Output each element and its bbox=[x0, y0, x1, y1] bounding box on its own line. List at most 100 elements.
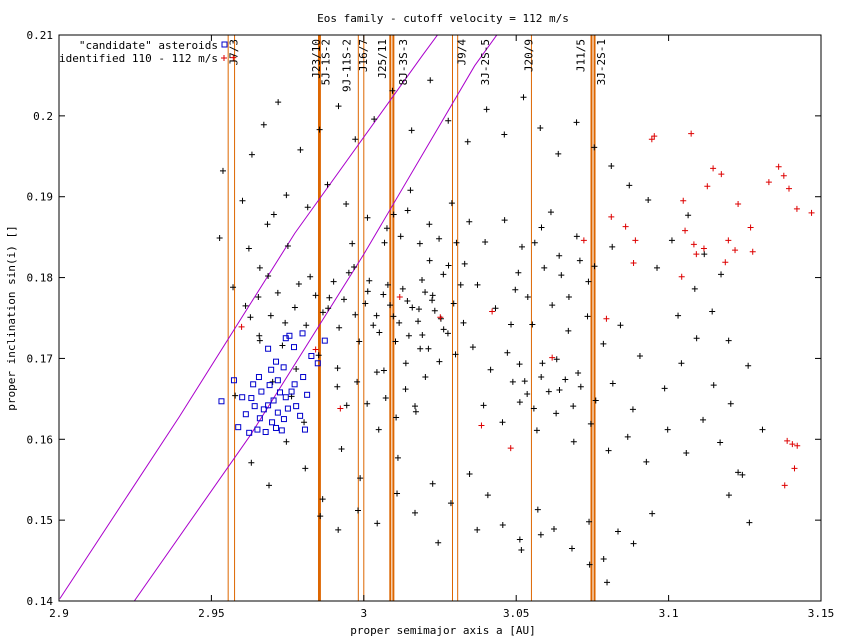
family-point bbox=[295, 281, 302, 288]
candidate-point bbox=[304, 391, 311, 398]
family-point bbox=[556, 386, 563, 393]
family-point bbox=[440, 271, 447, 278]
family-point bbox=[340, 296, 347, 303]
family-point bbox=[600, 340, 607, 347]
family-point bbox=[232, 392, 239, 399]
family-point bbox=[549, 302, 556, 309]
family-point bbox=[710, 382, 717, 389]
family-point bbox=[265, 272, 272, 279]
legend-marker-candidate bbox=[221, 41, 228, 48]
family-point bbox=[630, 540, 637, 547]
family-point bbox=[264, 221, 271, 228]
family-point bbox=[534, 506, 541, 513]
family-point bbox=[429, 292, 436, 299]
family-point bbox=[239, 197, 246, 204]
family-point bbox=[325, 305, 332, 312]
identified-point bbox=[622, 223, 629, 230]
family-point bbox=[336, 324, 343, 331]
family-point bbox=[577, 383, 584, 390]
family-point bbox=[448, 200, 455, 207]
family-point bbox=[555, 150, 562, 157]
family-point bbox=[482, 238, 489, 245]
family-point bbox=[343, 200, 350, 207]
family-point bbox=[538, 224, 545, 231]
family-point bbox=[518, 243, 525, 250]
family-point bbox=[558, 272, 565, 279]
family-point bbox=[450, 300, 457, 307]
identified-point bbox=[688, 130, 695, 137]
family-point bbox=[426, 257, 433, 264]
candidate-point bbox=[265, 402, 272, 409]
family-point bbox=[426, 221, 433, 228]
family-point bbox=[609, 243, 616, 250]
family-point bbox=[352, 311, 359, 318]
family-point bbox=[354, 378, 361, 385]
family-point bbox=[584, 313, 591, 320]
family-point bbox=[636, 353, 643, 360]
identified-point bbox=[608, 213, 615, 220]
family-point bbox=[394, 490, 401, 497]
family-point bbox=[576, 257, 583, 264]
family-point bbox=[654, 264, 661, 271]
identified-point bbox=[396, 293, 403, 300]
family-point bbox=[427, 77, 434, 84]
family-point bbox=[591, 263, 598, 270]
candidate-point bbox=[280, 416, 287, 423]
resonance-label: J23/10 bbox=[310, 39, 323, 79]
family-point bbox=[483, 106, 490, 113]
family-point bbox=[352, 136, 359, 143]
family-point bbox=[570, 438, 577, 445]
family-point bbox=[592, 397, 599, 404]
identified-point bbox=[648, 136, 655, 143]
candidate-point bbox=[314, 360, 321, 367]
family-point bbox=[415, 306, 422, 313]
family-point bbox=[402, 386, 409, 393]
family-point bbox=[389, 87, 396, 94]
family-point bbox=[524, 293, 531, 300]
family-point bbox=[399, 285, 406, 292]
identified-point bbox=[693, 251, 700, 258]
family-point bbox=[745, 362, 752, 369]
candidate-point bbox=[280, 364, 287, 371]
family-point bbox=[422, 289, 429, 296]
family-point bbox=[307, 273, 314, 280]
family-point bbox=[312, 292, 319, 299]
y-tick-label: 0.14 bbox=[27, 595, 54, 608]
family-point bbox=[565, 293, 572, 300]
family-point bbox=[260, 121, 267, 128]
family-point bbox=[474, 281, 481, 288]
family-point bbox=[334, 365, 341, 372]
family-point bbox=[575, 369, 582, 376]
boundary-curve bbox=[133, 35, 498, 601]
family-point bbox=[492, 305, 499, 312]
family-point bbox=[256, 337, 263, 344]
candidate-point bbox=[270, 397, 277, 404]
family-point bbox=[422, 374, 429, 381]
legend-label-candidate: "candidate" asteroids bbox=[79, 39, 218, 52]
x-tick-label: 2.9 bbox=[49, 607, 69, 620]
family-point bbox=[499, 419, 506, 426]
identified-point bbox=[478, 422, 485, 429]
family-point bbox=[396, 319, 403, 326]
candidate-point bbox=[299, 330, 306, 337]
family-point bbox=[392, 338, 399, 345]
candidate-point bbox=[256, 415, 263, 422]
family-point bbox=[693, 335, 700, 342]
family-point bbox=[664, 426, 671, 433]
family-point bbox=[436, 235, 443, 242]
candidate-point bbox=[301, 426, 308, 433]
family-point bbox=[553, 356, 560, 363]
family-point bbox=[759, 426, 766, 433]
family-point bbox=[330, 278, 337, 285]
family-point bbox=[248, 151, 255, 158]
family-point bbox=[371, 116, 378, 123]
family-point bbox=[725, 492, 732, 499]
y-tick-label: 0.16 bbox=[27, 433, 54, 446]
family-point bbox=[537, 124, 544, 131]
candidate-point bbox=[291, 344, 298, 351]
family-point bbox=[408, 127, 415, 134]
family-point bbox=[319, 496, 326, 503]
identified-point bbox=[230, 54, 237, 61]
identified-point bbox=[680, 197, 687, 204]
family-point bbox=[591, 144, 598, 151]
